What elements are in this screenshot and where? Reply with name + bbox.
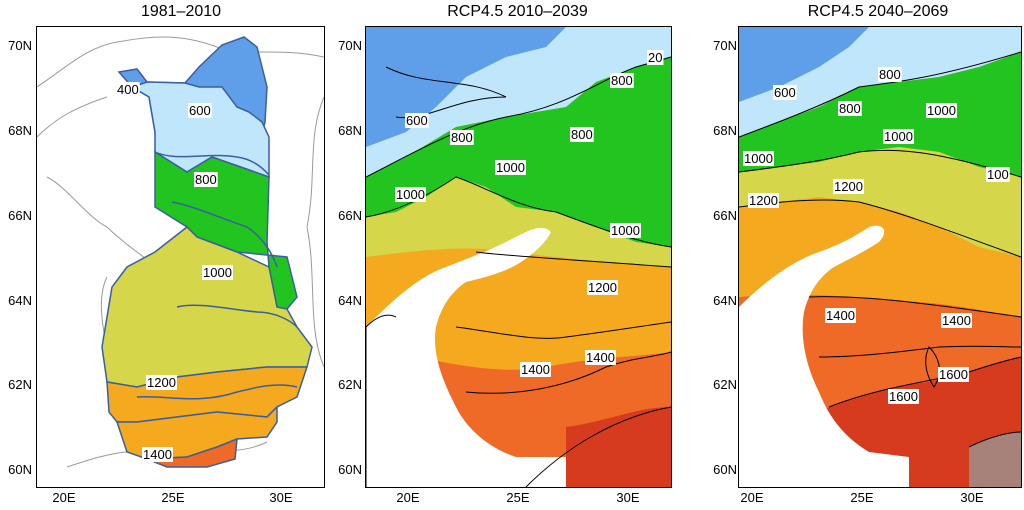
- contour-label-bg: [495, 160, 526, 175]
- lon-label: 25E: [161, 490, 185, 505]
- contour-label-bg: [202, 265, 233, 280]
- contour-label-bg: [188, 103, 212, 118]
- contour-label: 800: [839, 101, 861, 116]
- lat-label: 70N: [338, 38, 362, 53]
- contour-label-bg: [587, 280, 618, 295]
- lon-label: 30E: [616, 490, 640, 505]
- contour-label: 1600: [939, 367, 968, 382]
- contour-label-bg: [610, 223, 641, 238]
- contour-label: 1200: [588, 280, 617, 295]
- contour-label-bg: [883, 129, 914, 144]
- contour-label-bg: [142, 447, 173, 462]
- contour-label: 1400: [143, 447, 172, 462]
- contour-label-bg: [941, 313, 972, 328]
- contour-label: 1000: [611, 223, 640, 238]
- contour-label: 1000: [496, 160, 525, 175]
- map-frame: 400 600 800 1000 1200 1400: [36, 26, 325, 488]
- lon-label: 20E: [396, 490, 420, 505]
- contour-label-bg: [570, 127, 594, 142]
- panel-title: RCP4.5 2010–2039: [447, 3, 588, 20]
- contour-label-bg: [878, 67, 902, 82]
- lon-label: 30E: [269, 490, 293, 505]
- lat-label: 64N: [8, 293, 32, 308]
- panel-rcp45-2040-2069: RCP4.5 2040–2069 70N 68N 66N 64N 62N 60N…: [705, 0, 1024, 510]
- contour-label-bg: [938, 367, 969, 382]
- contour-label-bg: [116, 82, 140, 97]
- contour-label: 800: [571, 127, 593, 142]
- contour-label: 1400: [521, 362, 550, 377]
- lat-label: 68N: [338, 123, 362, 138]
- lat-label: 68N: [713, 123, 737, 138]
- contour-label: 1400: [826, 308, 855, 323]
- panel-title: RCP4.5 2040–2069: [807, 3, 949, 20]
- lat-label: 64N: [713, 293, 737, 308]
- lon-label: 20E: [52, 490, 76, 505]
- panel-rcp45-2010-2039: RCP4.5 2010–2039 70N 68N 66N 64N 62N 60N…: [330, 0, 675, 510]
- contour-label: 1000: [396, 187, 425, 202]
- lat-label: 60N: [713, 462, 737, 477]
- contour-label: 600: [774, 85, 796, 100]
- contour-label: 1000: [744, 151, 773, 166]
- lat-label: 60N: [338, 462, 362, 477]
- climate-map: 800 600 800 1000 1000 1000 1200 100 1200…: [739, 27, 1021, 487]
- contour-label: 600: [189, 103, 211, 118]
- contour-label: 1600: [889, 389, 918, 404]
- contour-label-bg: [926, 103, 957, 118]
- lat-label: 70N: [713, 38, 737, 53]
- contour-label-bg: [825, 308, 856, 323]
- contour-label-bg: [773, 85, 797, 100]
- contour-label-bg: [748, 193, 779, 208]
- panel-1981-2010: 1981–2010 70N 68N 66N 64N 62N 60N 20E 25…: [0, 0, 330, 510]
- contour-label: 1200: [834, 179, 863, 194]
- contour-label: 1200: [147, 375, 176, 390]
- contour-label-bg: [647, 50, 664, 65]
- contour-label: 400: [117, 82, 139, 97]
- contour-label: 1000: [203, 265, 232, 280]
- lon-label: 25E: [506, 490, 530, 505]
- contour-label-bg: [743, 151, 774, 166]
- map-frame: 800 600 800 800 1000 1000 1000 1200 1400…: [365, 26, 672, 488]
- contour-label: 600: [406, 113, 428, 128]
- lat-label: 66N: [713, 208, 737, 223]
- contour-label-bg: [395, 187, 426, 202]
- contour-label: 1000: [927, 103, 956, 118]
- contour-label: 800: [879, 67, 901, 82]
- contour-label-bg: [585, 350, 616, 365]
- contour-label: 800: [195, 172, 217, 187]
- lon-label: 20E: [740, 490, 764, 505]
- panel-title: 1981–2010: [140, 3, 222, 20]
- map-frame: 800 600 800 1000 1000 1000 1200 100 1200…: [738, 26, 1022, 488]
- contour-label-bg: [146, 375, 177, 390]
- contour-label-bg: [833, 179, 864, 194]
- lat-label: 62N: [338, 377, 362, 392]
- contour-label: 1400: [586, 350, 615, 365]
- contour-label-bg: [888, 389, 919, 404]
- lon-label: 30E: [960, 490, 984, 505]
- lat-label: 70N: [8, 38, 32, 53]
- lat-label: 68N: [8, 123, 32, 138]
- contour-label-bg: [405, 113, 429, 128]
- lat-label: 64N: [338, 293, 362, 308]
- contour-label: 800: [451, 130, 473, 145]
- contour-label: 1400: [942, 313, 971, 328]
- contour-label-bg: [610, 73, 634, 88]
- contour-label-bg: [194, 172, 218, 187]
- lat-label: 60N: [8, 462, 32, 477]
- contour-label: 1200: [749, 193, 778, 208]
- climate-map: 800 600 800 800 1000 1000 1000 1200 1400…: [366, 27, 671, 487]
- lat-label: 66N: [8, 208, 32, 223]
- lat-label: 66N: [338, 208, 362, 223]
- contour-label: 800: [611, 73, 633, 88]
- finland-map: 400 600 800 1000 1200 1400: [37, 36, 324, 468]
- contour-label: 100: [987, 167, 1009, 182]
- lat-label: 62N: [8, 377, 32, 392]
- contour-label-bg: [450, 130, 474, 145]
- contour-label-bg: [520, 362, 551, 377]
- lon-label: 25E: [850, 490, 874, 505]
- contour-label: 20: [648, 50, 662, 65]
- contour-label: 1000: [884, 129, 913, 144]
- contour-label-bg: [986, 167, 1010, 182]
- lat-label: 62N: [713, 377, 737, 392]
- contour-label-bg: [838, 101, 862, 116]
